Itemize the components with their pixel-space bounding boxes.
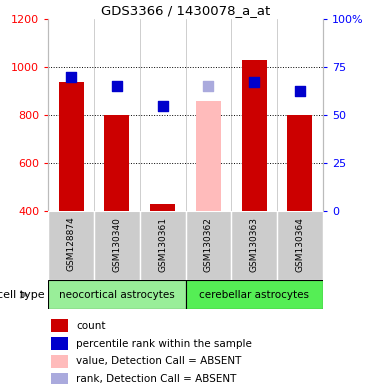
Point [160,103,165,109]
Text: GSM130361: GSM130361 [158,217,167,272]
Bar [94,211,140,280]
Title: GDS3366 / 1430078_a_at: GDS3366 / 1430078_a_at [101,3,270,17]
Text: neocortical astrocytes: neocortical astrocytes [59,290,175,300]
Text: rank, Detection Call = ABSENT: rank, Detection Call = ABSENT [76,374,236,384]
Bar [150,204,175,211]
Bar [186,211,231,280]
Bar [51,319,68,332]
Point [114,83,120,89]
Text: GSM130364: GSM130364 [295,217,304,271]
Bar [51,337,68,350]
Point [297,88,303,94]
Text: GSM130363: GSM130363 [250,217,259,272]
Text: cell type: cell type [0,290,45,300]
Bar [104,115,129,211]
Text: GSM128874: GSM128874 [67,217,76,271]
Point [251,79,257,85]
Text: percentile rank within the sample: percentile rank within the sample [76,339,252,349]
Bar [186,280,323,309]
Text: count: count [76,321,106,331]
Text: GSM130340: GSM130340 [112,217,121,271]
Bar [140,211,186,280]
Text: GSM130362: GSM130362 [204,217,213,271]
Bar [231,211,277,280]
Bar [48,211,94,280]
Bar [242,60,267,211]
Bar [48,280,186,309]
Bar [277,211,323,280]
Bar [59,82,84,211]
Point [68,74,74,80]
Text: cerebellar astrocytes: cerebellar astrocytes [199,290,309,300]
Text: value, Detection Call = ABSENT: value, Detection Call = ABSENT [76,356,242,366]
Bar [51,372,68,384]
Bar [51,355,68,367]
Bar [287,115,312,211]
Point [206,83,211,89]
Bar [196,101,221,211]
